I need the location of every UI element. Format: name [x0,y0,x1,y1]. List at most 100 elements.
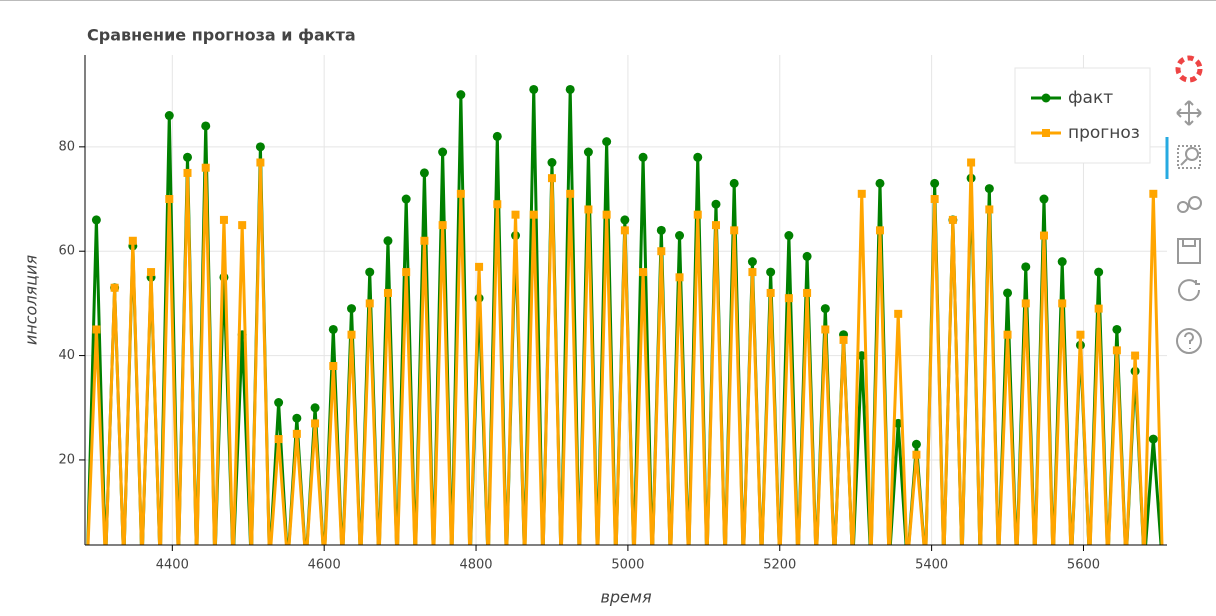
help-tool[interactable] [1176,328,1202,354]
data-point [493,200,502,209]
legend-marker [1041,93,1051,103]
data-point [703,560,711,568]
data-point [711,199,721,209]
x-axis-label: время [600,588,652,607]
data-point [411,560,419,568]
reset-tool[interactable] [1178,279,1201,302]
data-point [930,178,940,188]
data-point [183,168,192,177]
data-point [165,195,174,204]
data-point [539,560,547,568]
data-point [547,174,556,183]
data-point [1021,262,1031,272]
data-point [393,560,401,568]
data-point [1003,330,1012,339]
save-tool[interactable] [1177,238,1201,264]
data-point [310,403,320,413]
data-point [666,560,674,568]
data-point [693,210,702,219]
data-point [857,189,866,198]
data-point [1049,560,1057,568]
data-point [256,158,265,167]
data-point [583,147,593,157]
data-point [91,215,101,225]
data-point [120,560,128,568]
data-point [365,299,374,308]
data-point [101,560,110,569]
data-point [866,560,875,569]
data-point [1094,267,1104,277]
legend-label: прогноз [1068,123,1140,143]
data-point [219,215,228,224]
data-point [875,178,885,188]
data-point [594,560,602,568]
data-point [912,450,921,459]
pan-tool[interactable] [1176,100,1202,126]
data-point [147,268,156,277]
data-point [747,257,757,267]
data-point [1149,189,1158,198]
data-point [666,560,675,569]
data-point [201,121,211,131]
data-point [857,351,867,361]
data-point [292,429,301,438]
data-point [958,560,966,568]
data-point [848,560,857,569]
data-point [684,560,693,569]
data-point [656,225,666,235]
data-point [565,84,575,94]
data-point [328,324,338,334]
data-point [820,304,830,314]
data-point [729,178,739,188]
data-point [265,560,274,569]
data-point [247,560,256,569]
data-point [620,226,629,235]
data-point [1094,304,1103,313]
data-point [1112,346,1121,355]
data-point [110,283,119,292]
data-point [839,335,848,344]
data-point [575,560,584,569]
data-point [193,560,201,568]
data-point [685,560,693,568]
data-point [128,236,137,245]
data-point [1158,560,1167,569]
data-point [830,560,838,568]
data-point [1021,299,1030,308]
data-point [766,267,776,277]
data-point [849,560,857,568]
data-point [429,560,438,569]
data-point [657,247,666,256]
data-point [419,168,429,178]
data-point [648,560,657,569]
data-point [1003,288,1013,298]
data-point [1039,231,1048,240]
data-point [593,560,602,569]
data-point [1031,560,1039,568]
data-point [721,560,730,569]
data-point [739,560,747,568]
wheel-zoom-tool[interactable] [1177,201,1189,213]
data-point [138,560,146,568]
data-point [1030,560,1039,569]
data-point [803,288,812,297]
data-point [1112,324,1122,334]
y-tick-label: 80 [58,139,75,154]
data-point [985,205,994,214]
data-point [137,560,146,569]
data-point [557,560,566,569]
legend: факт прогноз [1014,67,1151,164]
data-point [802,251,812,261]
y-tick-label: 20 [58,452,75,467]
data-point [520,560,529,569]
bokeh-logo[interactable] [1175,55,1203,83]
data-point [347,330,356,339]
x-tick-label: 5000 [611,558,644,573]
data-point [502,560,510,568]
box-zoom-tool[interactable] [1177,145,1201,169]
data-point [1121,560,1130,569]
data-point [274,435,283,444]
data-point [164,111,174,121]
data-point [201,163,210,172]
